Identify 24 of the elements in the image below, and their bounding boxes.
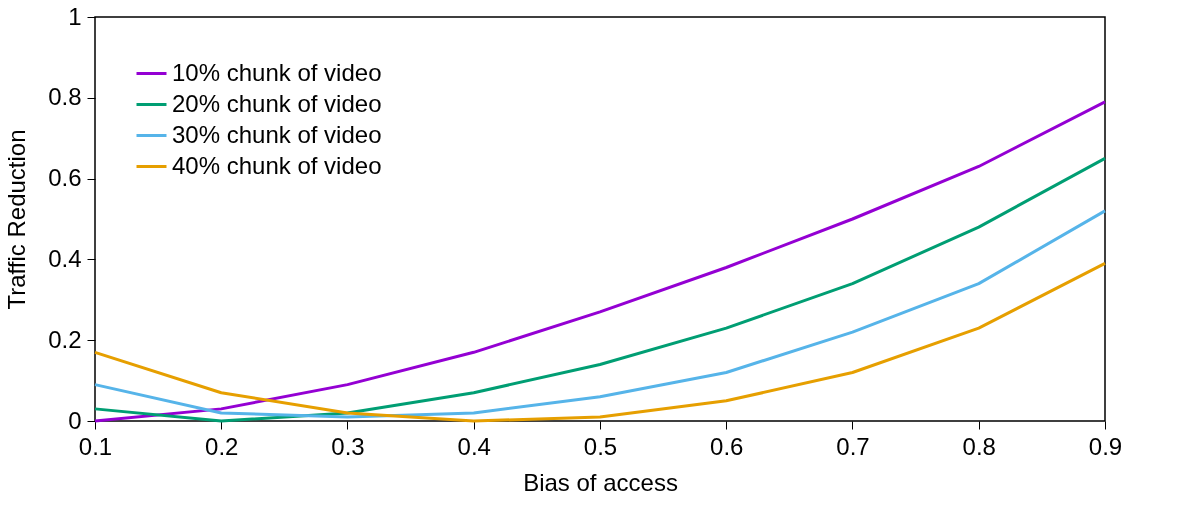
x-tick-label: 0.6 [710, 432, 744, 460]
x-tick-label: 0.4 [457, 432, 491, 460]
legend-label: 20% chunk of video [172, 89, 382, 117]
x-axis-title: Bias of access [523, 468, 678, 496]
x-tick-label: 0.9 [1088, 432, 1123, 460]
legend-label: 40% chunk of video [172, 151, 382, 179]
line-series [93, 261, 1107, 423]
x-tick-label: 0.1 [78, 432, 113, 460]
x-tick-label: 0.7 [836, 432, 870, 460]
x-tick-label: 0.2 [205, 432, 239, 460]
y-axis-title: Traffic Reduction [3, 129, 31, 310]
y-tick-label: 0.8 [48, 83, 82, 111]
y-tick-label: 1 [68, 2, 82, 30]
y-tick-label: 0.4 [48, 244, 82, 272]
y-tick-label: 0 [68, 406, 82, 434]
x-tick-label: 0.5 [583, 432, 618, 460]
y-tick-label: 0.2 [48, 325, 82, 353]
line-series [93, 156, 1107, 423]
x-tick-label: 0.3 [331, 432, 365, 460]
x-tick-label: 0.8 [962, 432, 996, 460]
y-tick-label: 0.6 [48, 164, 82, 192]
legend-label: 10% chunk of video [172, 58, 382, 86]
legend-label: 30% chunk of video [172, 120, 382, 148]
line-series [93, 209, 1107, 419]
